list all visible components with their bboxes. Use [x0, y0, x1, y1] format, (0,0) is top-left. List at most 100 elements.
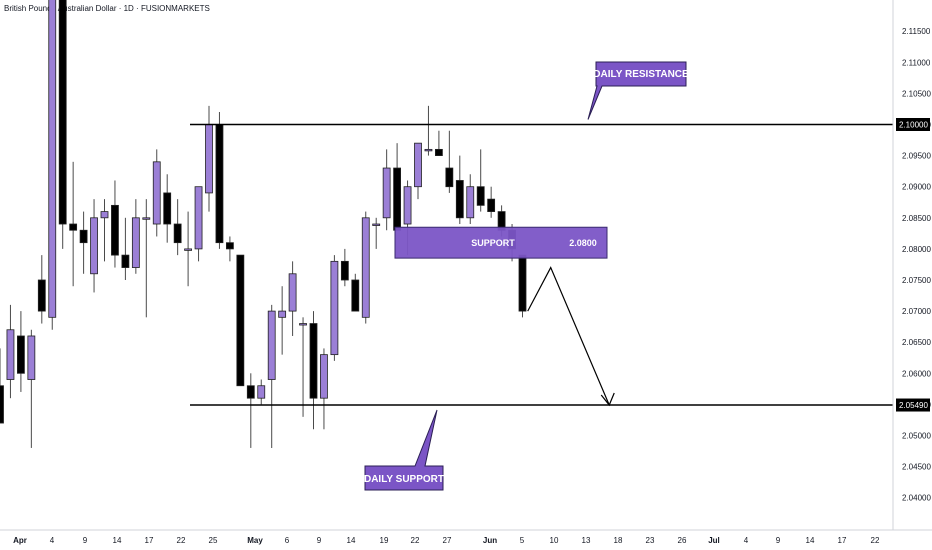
resistance-callout-label: DAILY RESISTANCE: [593, 69, 689, 80]
time-tick-label: 17: [838, 536, 847, 545]
candle-body: [142, 217, 151, 220]
candle-body: [90, 217, 98, 275]
candle: [37, 255, 46, 324]
time-tick-label: 4: [744, 536, 749, 545]
price-axis[interactable]: 2.040002.045002.050002.055002.060002.065…: [892, 0, 931, 530]
price-tick-label: 2.04000: [902, 494, 931, 503]
candle-body: [320, 354, 328, 399]
candle: [58, 0, 67, 249]
candle-body: [27, 335, 36, 380]
time-tick-label: 5: [520, 536, 525, 545]
candle-body: [121, 254, 130, 268]
price-tick-label: 2.07000: [902, 307, 931, 316]
candle: [90, 199, 98, 293]
price-level-tag-label: 2.05490: [899, 401, 928, 410]
time-tick-label: 14: [347, 536, 356, 545]
chart-title: British Pound / Australian Dollar · 1D ·…: [4, 4, 210, 13]
candle: [111, 180, 119, 268]
candle: [6, 304, 15, 399]
support-zone-layer: SUPPORT 2.0800: [394, 226, 608, 259]
time-tick-label: 23: [646, 536, 655, 545]
candle: [27, 329, 36, 448]
candle-body: [194, 186, 203, 250]
candle-body: [414, 142, 422, 188]
time-tick-label: 26: [678, 536, 687, 545]
time-tick-label: 14: [806, 536, 815, 545]
candle: [257, 379, 266, 405]
candle-body: [466, 186, 475, 219]
candle-body: [152, 161, 161, 225]
time-tick-label: Jul: [708, 536, 720, 545]
candle-body: [48, 0, 57, 318]
candle-body: [225, 242, 234, 250]
candle-body: [215, 124, 224, 244]
time-tick-label: 18: [614, 536, 623, 545]
candle-body: [424, 148, 433, 152]
price-tick-label: 2.09500: [902, 152, 931, 161]
time-tick-label: 14: [113, 536, 122, 545]
projection-arrow-head: [600, 392, 615, 407]
price-level-tag-label: 2.10000: [899, 121, 928, 130]
candle-body: [361, 217, 370, 318]
candle: [173, 199, 182, 256]
candle-body: [445, 167, 454, 188]
candle-body: [299, 323, 307, 326]
candle: [142, 199, 151, 318]
time-tick-label: 22: [177, 536, 186, 545]
candle: [518, 254, 527, 318]
candle-body: [79, 229, 88, 244]
candle: [131, 199, 140, 274]
candle: [455, 155, 464, 225]
candle: [445, 130, 454, 193]
candle: [236, 254, 245, 387]
support-callout-label: DAILY SUPPORT: [364, 474, 444, 485]
candle: [476, 149, 485, 212]
candle: [100, 199, 109, 262]
time-tick-label: Jun: [483, 536, 497, 545]
time-tick-label: Apr: [13, 536, 27, 545]
support-callout-box: [364, 409, 444, 491]
time-axis[interactable]: Apr 4 9 14 17 22 25 May 6 9 14 19 22 27 Jun 5 10 13 18 23 26…: [0, 529, 932, 545]
candle: [194, 186, 203, 262]
time-tick-label: 22: [871, 536, 880, 545]
projection-path: [527, 266, 610, 406]
candle: [309, 311, 318, 430]
candle-body: [267, 310, 276, 380]
price-tick-label: 2.08500: [902, 214, 931, 223]
candles-layer: [0, 0, 527, 448]
candle-body: [58, 0, 67, 225]
price-level-tag: 2.05490: [896, 398, 930, 412]
candle: [288, 261, 297, 336]
candle: [299, 317, 307, 417]
candle-body: [487, 198, 496, 212]
candle-body: [6, 329, 15, 380]
candle-body: [309, 323, 318, 399]
time-tick-label: 6: [285, 536, 290, 545]
price-level-tag-box: [896, 118, 930, 131]
candle-body: [236, 254, 245, 387]
candle-body: [246, 385, 255, 399]
candle: [184, 211, 193, 287]
levels-layer: [190, 123, 893, 406]
time-tick-label: 4: [50, 536, 55, 545]
candle: [215, 112, 224, 249]
support-zone-value: 2.0800: [569, 238, 597, 248]
candle-body: [184, 248, 193, 251]
time-tick-label: 9: [776, 536, 781, 545]
candle-body: [330, 260, 339, 356]
time-tick-label: 19: [380, 536, 389, 545]
candle-body: [518, 254, 527, 312]
candle: [152, 149, 161, 237]
candle: [267, 304, 276, 448]
price-tick-label: 2.07500: [902, 276, 931, 285]
candle-body: [37, 279, 46, 312]
price-tick-label: 2.05000: [902, 432, 931, 441]
time-tick-label: May: [247, 536, 263, 545]
price-tick-label: 2.06000: [902, 369, 931, 378]
candle: [434, 130, 443, 157]
resistance-callout-box: [587, 61, 687, 120]
candle: [351, 273, 360, 312]
candle: [320, 348, 328, 430]
candle-body: [131, 217, 140, 268]
